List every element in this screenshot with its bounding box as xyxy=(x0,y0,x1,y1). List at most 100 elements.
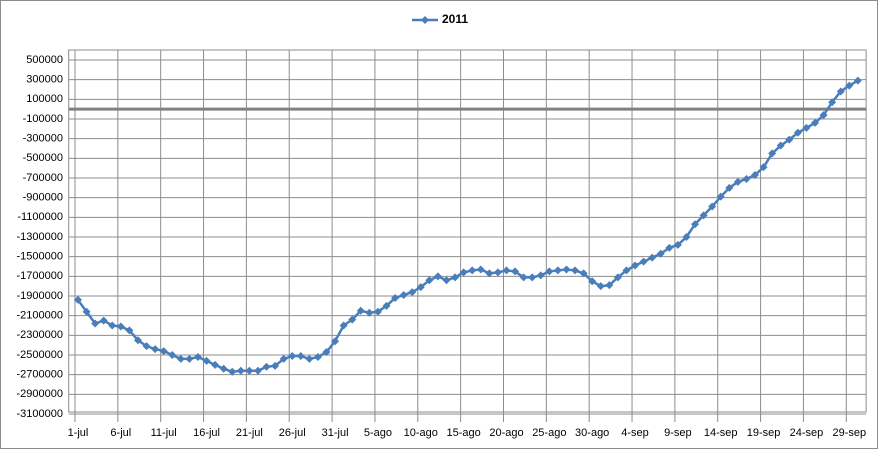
y-tick-label: -2300000 xyxy=(17,329,64,341)
data-point xyxy=(416,283,425,292)
data-point xyxy=(631,261,640,270)
y-tick-label: 500000 xyxy=(26,54,63,66)
data-point xyxy=(528,273,537,282)
data-point xyxy=(588,277,597,286)
y-tick-label: -2900000 xyxy=(17,388,64,400)
data-point xyxy=(348,315,357,324)
x-tick-label: 25-ago xyxy=(532,427,566,439)
y-tick-label: -700000 xyxy=(23,172,63,184)
data-point xyxy=(511,267,520,276)
data-point xyxy=(853,76,862,85)
data-point xyxy=(322,348,331,357)
data-point xyxy=(399,291,408,300)
data-point xyxy=(91,319,100,328)
data-point xyxy=(288,351,297,360)
legend-marker xyxy=(421,16,429,24)
x-tick-label: 11-jul xyxy=(151,427,177,439)
data-point xyxy=(605,281,614,290)
data-point xyxy=(691,220,700,229)
data-point xyxy=(476,265,485,274)
data-point xyxy=(725,183,734,192)
x-tick-label: 29-sep xyxy=(832,427,866,439)
x-tick-label: 30-ago xyxy=(575,427,609,439)
data-point xyxy=(99,316,108,325)
data-point xyxy=(622,266,631,275)
y-tick-label: -2700000 xyxy=(17,369,64,381)
data-point xyxy=(828,98,837,107)
data-point xyxy=(673,240,682,249)
data-point xyxy=(253,366,262,375)
y-tick-label: -900000 xyxy=(23,192,63,204)
x-tick-label: 21-jul xyxy=(236,427,263,439)
y-tick-label: -1100000 xyxy=(17,211,63,223)
y-tick-label: -2500000 xyxy=(17,349,64,361)
data-point xyxy=(613,273,622,282)
data-point xyxy=(408,288,417,297)
data-point xyxy=(296,351,305,360)
data-point xyxy=(553,266,562,275)
data-point xyxy=(185,354,194,363)
data-point xyxy=(116,322,125,331)
y-tick-label: 300000 xyxy=(26,74,63,86)
plot-area xyxy=(68,49,867,413)
x-tick-label: 24-sep xyxy=(790,427,824,439)
data-point xyxy=(313,352,322,361)
data-point xyxy=(836,87,845,96)
data-point xyxy=(202,356,211,365)
data-point xyxy=(305,354,314,363)
y-tick-label: -1700000 xyxy=(17,270,64,282)
data-point xyxy=(579,269,588,278)
data-point xyxy=(193,352,202,361)
data-point xyxy=(493,268,502,277)
data-point xyxy=(759,163,768,172)
data-point xyxy=(545,267,554,276)
x-tick-label: 20-ago xyxy=(489,427,523,439)
data-point xyxy=(811,118,820,127)
data-point xyxy=(425,276,434,285)
data-point xyxy=(271,361,280,370)
y-tick-label: -500000 xyxy=(23,152,63,164)
data-point xyxy=(502,266,511,275)
data-point xyxy=(819,111,828,120)
data-point xyxy=(716,192,725,201)
data-point xyxy=(845,81,854,90)
data-point xyxy=(108,321,117,330)
data-point xyxy=(442,276,451,285)
data-point xyxy=(356,306,365,315)
y-tick-label: -3100000 xyxy=(17,408,64,420)
data-point xyxy=(639,257,648,266)
x-tick-label: 1-jul xyxy=(68,427,89,439)
legend-label: 2011 xyxy=(442,12,468,26)
data-point xyxy=(793,128,802,137)
data-point xyxy=(279,354,288,363)
data-point xyxy=(776,141,785,150)
y-tick-label: -1300000 xyxy=(17,231,64,243)
data-point xyxy=(125,326,134,335)
x-tick-label: 15-ago xyxy=(447,427,481,439)
data-point xyxy=(768,149,777,158)
data-point xyxy=(733,177,742,186)
x-tick-label: 4-sep xyxy=(621,427,649,439)
y-tick-label: -300000 xyxy=(23,133,63,145)
x-tick-label: 6-jul xyxy=(110,427,131,439)
data-point xyxy=(73,295,82,304)
y-tick-label: -2100000 xyxy=(17,310,64,322)
data-point xyxy=(665,243,674,252)
data-point xyxy=(236,366,245,375)
data-point xyxy=(562,265,571,274)
x-tick-label: 5-ago xyxy=(364,427,392,439)
data-point xyxy=(373,307,382,316)
data-point xyxy=(262,362,271,371)
data-point xyxy=(331,337,340,346)
data-point xyxy=(176,354,185,363)
data-point xyxy=(433,272,442,281)
data-point xyxy=(699,211,708,220)
y-tick-label: -1500000 xyxy=(17,251,64,263)
x-tick-label: 10-ago xyxy=(404,427,438,439)
data-point xyxy=(742,174,751,183)
data-point xyxy=(648,253,657,262)
x-tick-label: 19-sep xyxy=(747,427,781,439)
data-point xyxy=(382,301,391,310)
